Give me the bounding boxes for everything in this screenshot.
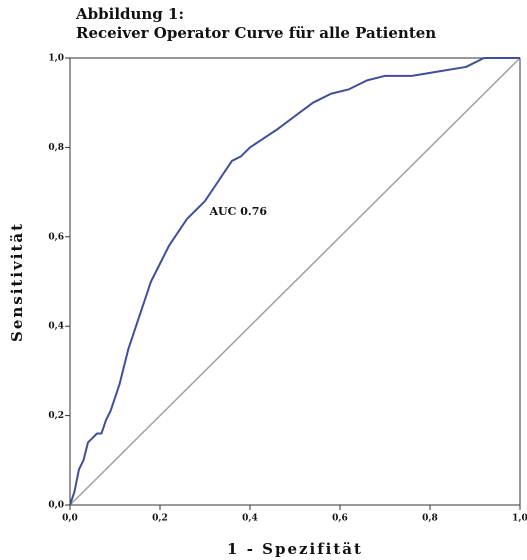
y-tick-label: 0,6 bbox=[48, 232, 64, 242]
chart-title: Receiver Operator Curve für alle Patient… bbox=[76, 24, 436, 42]
y-tick-label: 0,0 bbox=[48, 501, 64, 511]
x-tick-label: 1,0 bbox=[512, 514, 527, 524]
x-tick-label: 0,8 bbox=[422, 514, 438, 524]
y-axis-label: Sensitivität bbox=[8, 222, 26, 342]
roc-curve bbox=[69, 57, 520, 506]
x-axis-label: 1 - Spezifität bbox=[227, 540, 363, 558]
x-tick-label: 0,4 bbox=[242, 514, 258, 524]
x-tick-label: 0,0 bbox=[62, 514, 78, 524]
x-tick-label: 0,6 bbox=[332, 514, 348, 524]
plot-frame bbox=[69, 57, 521, 506]
reference-line bbox=[69, 57, 521, 506]
x-tick-label: 0,2 bbox=[152, 514, 168, 524]
y-tick-label: 0,8 bbox=[48, 143, 64, 153]
annotation: AUC 0.76 bbox=[209, 205, 268, 218]
y-tick-label: 0,2 bbox=[48, 411, 64, 421]
y-tick-label: 1,0 bbox=[48, 54, 64, 64]
y-tick-label: 0,4 bbox=[48, 322, 64, 332]
chart-title: Abbildung 1: bbox=[75, 5, 184, 23]
